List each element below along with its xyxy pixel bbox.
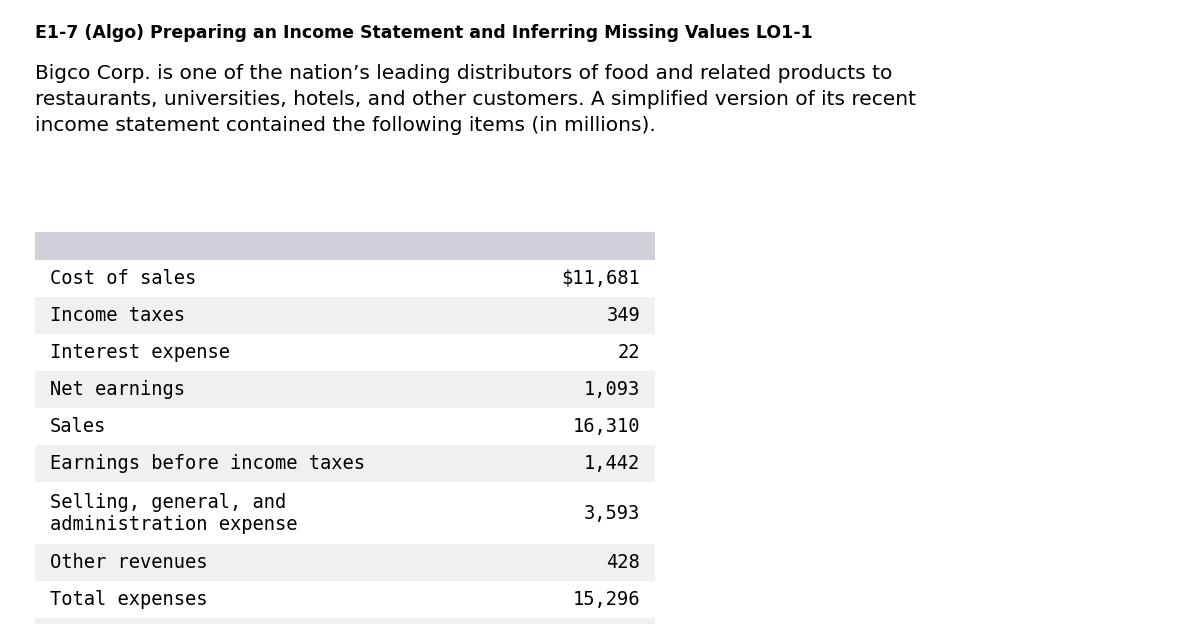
Text: Total expenses: Total expenses xyxy=(50,590,208,609)
Text: 1,442: 1,442 xyxy=(583,454,640,473)
Text: 16,310: 16,310 xyxy=(572,417,640,436)
Text: Sales: Sales xyxy=(50,417,107,436)
Text: $11,681: $11,681 xyxy=(562,269,640,288)
Text: Other revenues: Other revenues xyxy=(50,553,208,572)
Bar xyxy=(35,297,655,334)
Text: E1-7 (Algo) Preparing an Income Statement and Inferring Missing Values LO1-1: E1-7 (Algo) Preparing an Income Statemen… xyxy=(35,24,812,42)
Text: Bigco Corp. is one of the nation’s leading distributors of food and related prod: Bigco Corp. is one of the nation’s leadi… xyxy=(35,64,916,135)
Text: 349: 349 xyxy=(606,306,640,325)
Bar xyxy=(35,482,655,544)
Text: Net earnings: Net earnings xyxy=(50,380,185,399)
Text: 15,296: 15,296 xyxy=(572,590,640,609)
Bar xyxy=(35,232,655,260)
Text: 22: 22 xyxy=(618,343,640,362)
Bar xyxy=(35,445,655,482)
Bar xyxy=(35,618,655,624)
Bar xyxy=(35,371,655,408)
Bar xyxy=(35,581,655,618)
Text: Income taxes: Income taxes xyxy=(50,306,185,325)
Text: Earnings before income taxes: Earnings before income taxes xyxy=(50,454,365,473)
Bar xyxy=(35,408,655,445)
Text: 1,093: 1,093 xyxy=(583,380,640,399)
Bar xyxy=(35,260,655,297)
Bar xyxy=(35,544,655,581)
Text: Cost of sales: Cost of sales xyxy=(50,269,197,288)
Text: 428: 428 xyxy=(606,553,640,572)
Text: Interest expense: Interest expense xyxy=(50,343,230,362)
Text: 3,593: 3,593 xyxy=(583,504,640,522)
Bar xyxy=(35,334,655,371)
Text: Selling, general, and
administration expense: Selling, general, and administration exp… xyxy=(50,492,298,534)
